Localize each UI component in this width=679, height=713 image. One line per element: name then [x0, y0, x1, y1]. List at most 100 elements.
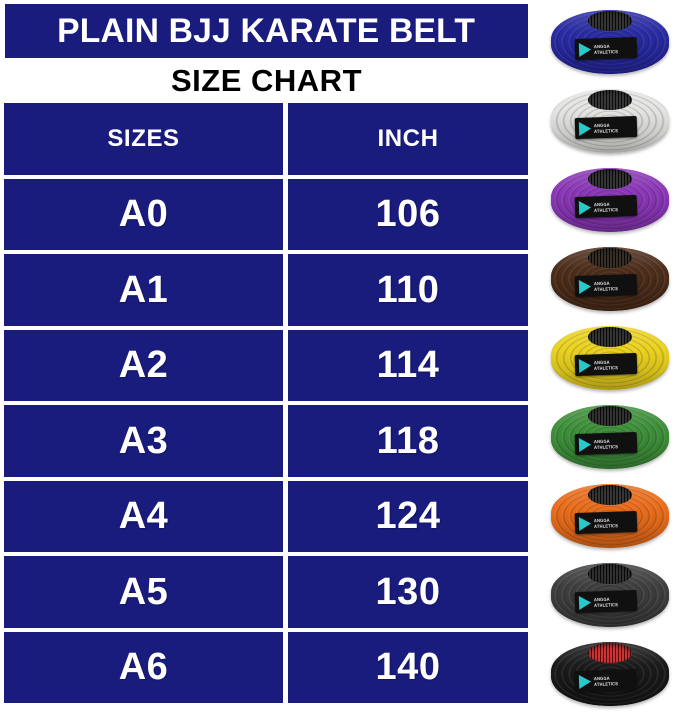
brand-line-2: ATHLETICS — [593, 48, 618, 55]
brand-text: ANGGA ATHLETICS — [593, 516, 618, 529]
belt-brand-label: ANGGA ATHLETICS — [574, 589, 637, 614]
triangle-logo-icon — [578, 595, 591, 610]
page-title-bar: PLAIN BJJ KARATE BELT — [5, 4, 528, 58]
inch-value: 110 — [376, 268, 440, 311]
brand-text: ANGGA ATHLETICS — [593, 595, 617, 608]
brand-line-2: ATHLETICS — [593, 206, 618, 213]
size-value: A1 — [118, 268, 169, 311]
belt-brand-label: ANGGA ATHLETICS — [574, 352, 637, 377]
inch-value: 124 — [375, 495, 441, 538]
brand-text: ANGGA ATHLETICS — [593, 437, 618, 450]
brand-text: ANGGA ATHLETICS — [593, 674, 618, 687]
table-row: A2 114 — [4, 329, 528, 401]
table-row: A4 124 — [4, 480, 528, 552]
size-value: A2 — [118, 344, 169, 387]
purple-belt: ANGGA ATHLETICS — [549, 164, 671, 236]
brown-belt: ANGGA ATHLETICS — [549, 243, 671, 315]
table-row: A5 130 — [4, 556, 528, 628]
size-value: A6 — [118, 646, 169, 689]
cell-size-a3: A3 — [4, 405, 283, 477]
column-header-sizes: SIZES — [4, 103, 283, 175]
white-belt: ANGGA ATHLETICS — [549, 85, 671, 157]
brand-text: ANGGA ATHLETICS — [593, 200, 618, 213]
cell-size-a2: A2 — [4, 329, 283, 401]
brand-line-2: ATHLETICS — [593, 680, 618, 687]
cell-size-a0: A0 — [4, 178, 283, 250]
belt-hole-ribs — [587, 643, 632, 663]
cell-inch-a5: 130 — [288, 556, 528, 628]
page-subtitle-wrap: SIZE CHART — [5, 60, 528, 100]
belt-image-column: ANGGA ATHLETICS ANGGA ATHLETICS ANGGA ATHLETI… — [540, 0, 679, 713]
belt-brand-label: ANGGA ATHLETICS — [574, 431, 637, 456]
brand-line-2: ATHLETICS — [593, 522, 618, 529]
belt-brand-label: ANGGA ATHLETICS — [574, 115, 637, 140]
inch-value: 140 — [375, 646, 441, 689]
size-value: A4 — [118, 495, 169, 538]
belt-brand-label: ANGGA ATHLETICS — [574, 36, 637, 61]
belt-hole-ribs — [587, 248, 632, 268]
belt-center-hole — [587, 485, 632, 505]
belt-brand-label: ANGGA ATHLETICS — [574, 194, 637, 219]
cell-size-a5: A5 — [4, 556, 283, 628]
brand-text: ANGGA ATHLETICS — [593, 121, 617, 134]
black-red-belt: ANGGA ATHLETICS — [549, 638, 671, 710]
belt-center-hole — [587, 248, 632, 268]
cell-inch-a3: 118 — [288, 405, 528, 477]
inch-value: 114 — [376, 344, 440, 387]
cell-size-a4: A4 — [4, 480, 283, 552]
belt-hole-ribs — [587, 485, 632, 505]
table-row: A0 106 — [4, 178, 528, 250]
inch-value: 118 — [376, 419, 440, 462]
page-subtitle: SIZE CHART — [171, 62, 362, 98]
triangle-logo-icon — [578, 516, 591, 531]
inch-value: 130 — [375, 570, 441, 613]
orange-belt: ANGGA ATHLETICS — [549, 480, 671, 552]
triangle-logo-icon — [578, 674, 591, 689]
inch-value: 106 — [375, 193, 441, 236]
brand-text: ANGGA ATHLETICS — [593, 358, 618, 371]
belt-hole-ribs — [587, 169, 632, 189]
triangle-logo-icon — [578, 279, 591, 294]
brand-line-2: ATHLETICS — [593, 364, 618, 371]
triangle-logo-icon — [578, 200, 591, 215]
belt-roll — [550, 247, 669, 311]
green-belt: ANGGA ATHLETICS — [549, 401, 671, 473]
cell-size-a6: A6 — [4, 631, 283, 703]
brand-line-2: ATHLETICS — [593, 285, 618, 292]
table-row: A1 110 — [4, 254, 528, 326]
cell-inch-a1: 110 — [288, 254, 528, 326]
size-value: A0 — [118, 193, 169, 236]
belt-brand-label: ANGGA ATHLETICS — [574, 510, 637, 535]
belt-center-hole — [587, 406, 632, 426]
belt-center-hole — [587, 564, 632, 584]
belt-hole-ribs — [587, 564, 632, 584]
size-value: A5 — [118, 570, 169, 613]
grey-belt: ANGGA ATHLETICS — [549, 559, 671, 631]
column-header-inch: INCH — [288, 103, 528, 175]
table-header-row: SIZES INCH — [4, 103, 528, 175]
brand-text: ANGGA ATHLETICS — [593, 279, 618, 292]
triangle-logo-icon — [578, 121, 591, 136]
triangle-logo-icon — [578, 437, 591, 452]
cell-inch-a0: 106 — [288, 178, 528, 250]
triangle-logo-icon — [578, 42, 591, 57]
table-row: A3 118 — [4, 405, 528, 477]
cell-inch-a2: 114 — [288, 329, 528, 401]
yellow-belt: ANGGA ATHLETICS — [549, 322, 671, 394]
page-title: PLAIN BJJ KARATE BELT — [57, 12, 476, 50]
belt-hole-ribs — [587, 406, 632, 426]
belt-hole-ribs — [587, 11, 632, 31]
cell-inch-a4: 124 — [288, 480, 528, 552]
size-chart-table: SIZES INCH A0 106 A1 110 A2 114 A3 118 A4 124 A5 130 A… — [4, 103, 528, 703]
belt-center-hole — [587, 327, 632, 347]
belt-center-hole — [587, 169, 632, 189]
table-row: A6 140 — [4, 631, 528, 703]
belt-center-hole — [587, 11, 632, 31]
blue-belt: ANGGA ATHLETICS — [549, 6, 671, 78]
cell-inch-a6: 140 — [288, 631, 528, 703]
brand-text: ANGGA ATHLETICS — [593, 42, 618, 55]
column-header-sizes-label: SIZES — [107, 124, 180, 152]
brand-line-2: ATHLETICS — [593, 443, 618, 450]
chart-panel: PLAIN BJJ KARATE BELT SIZE CHART SIZES IN… — [4, 4, 528, 703]
